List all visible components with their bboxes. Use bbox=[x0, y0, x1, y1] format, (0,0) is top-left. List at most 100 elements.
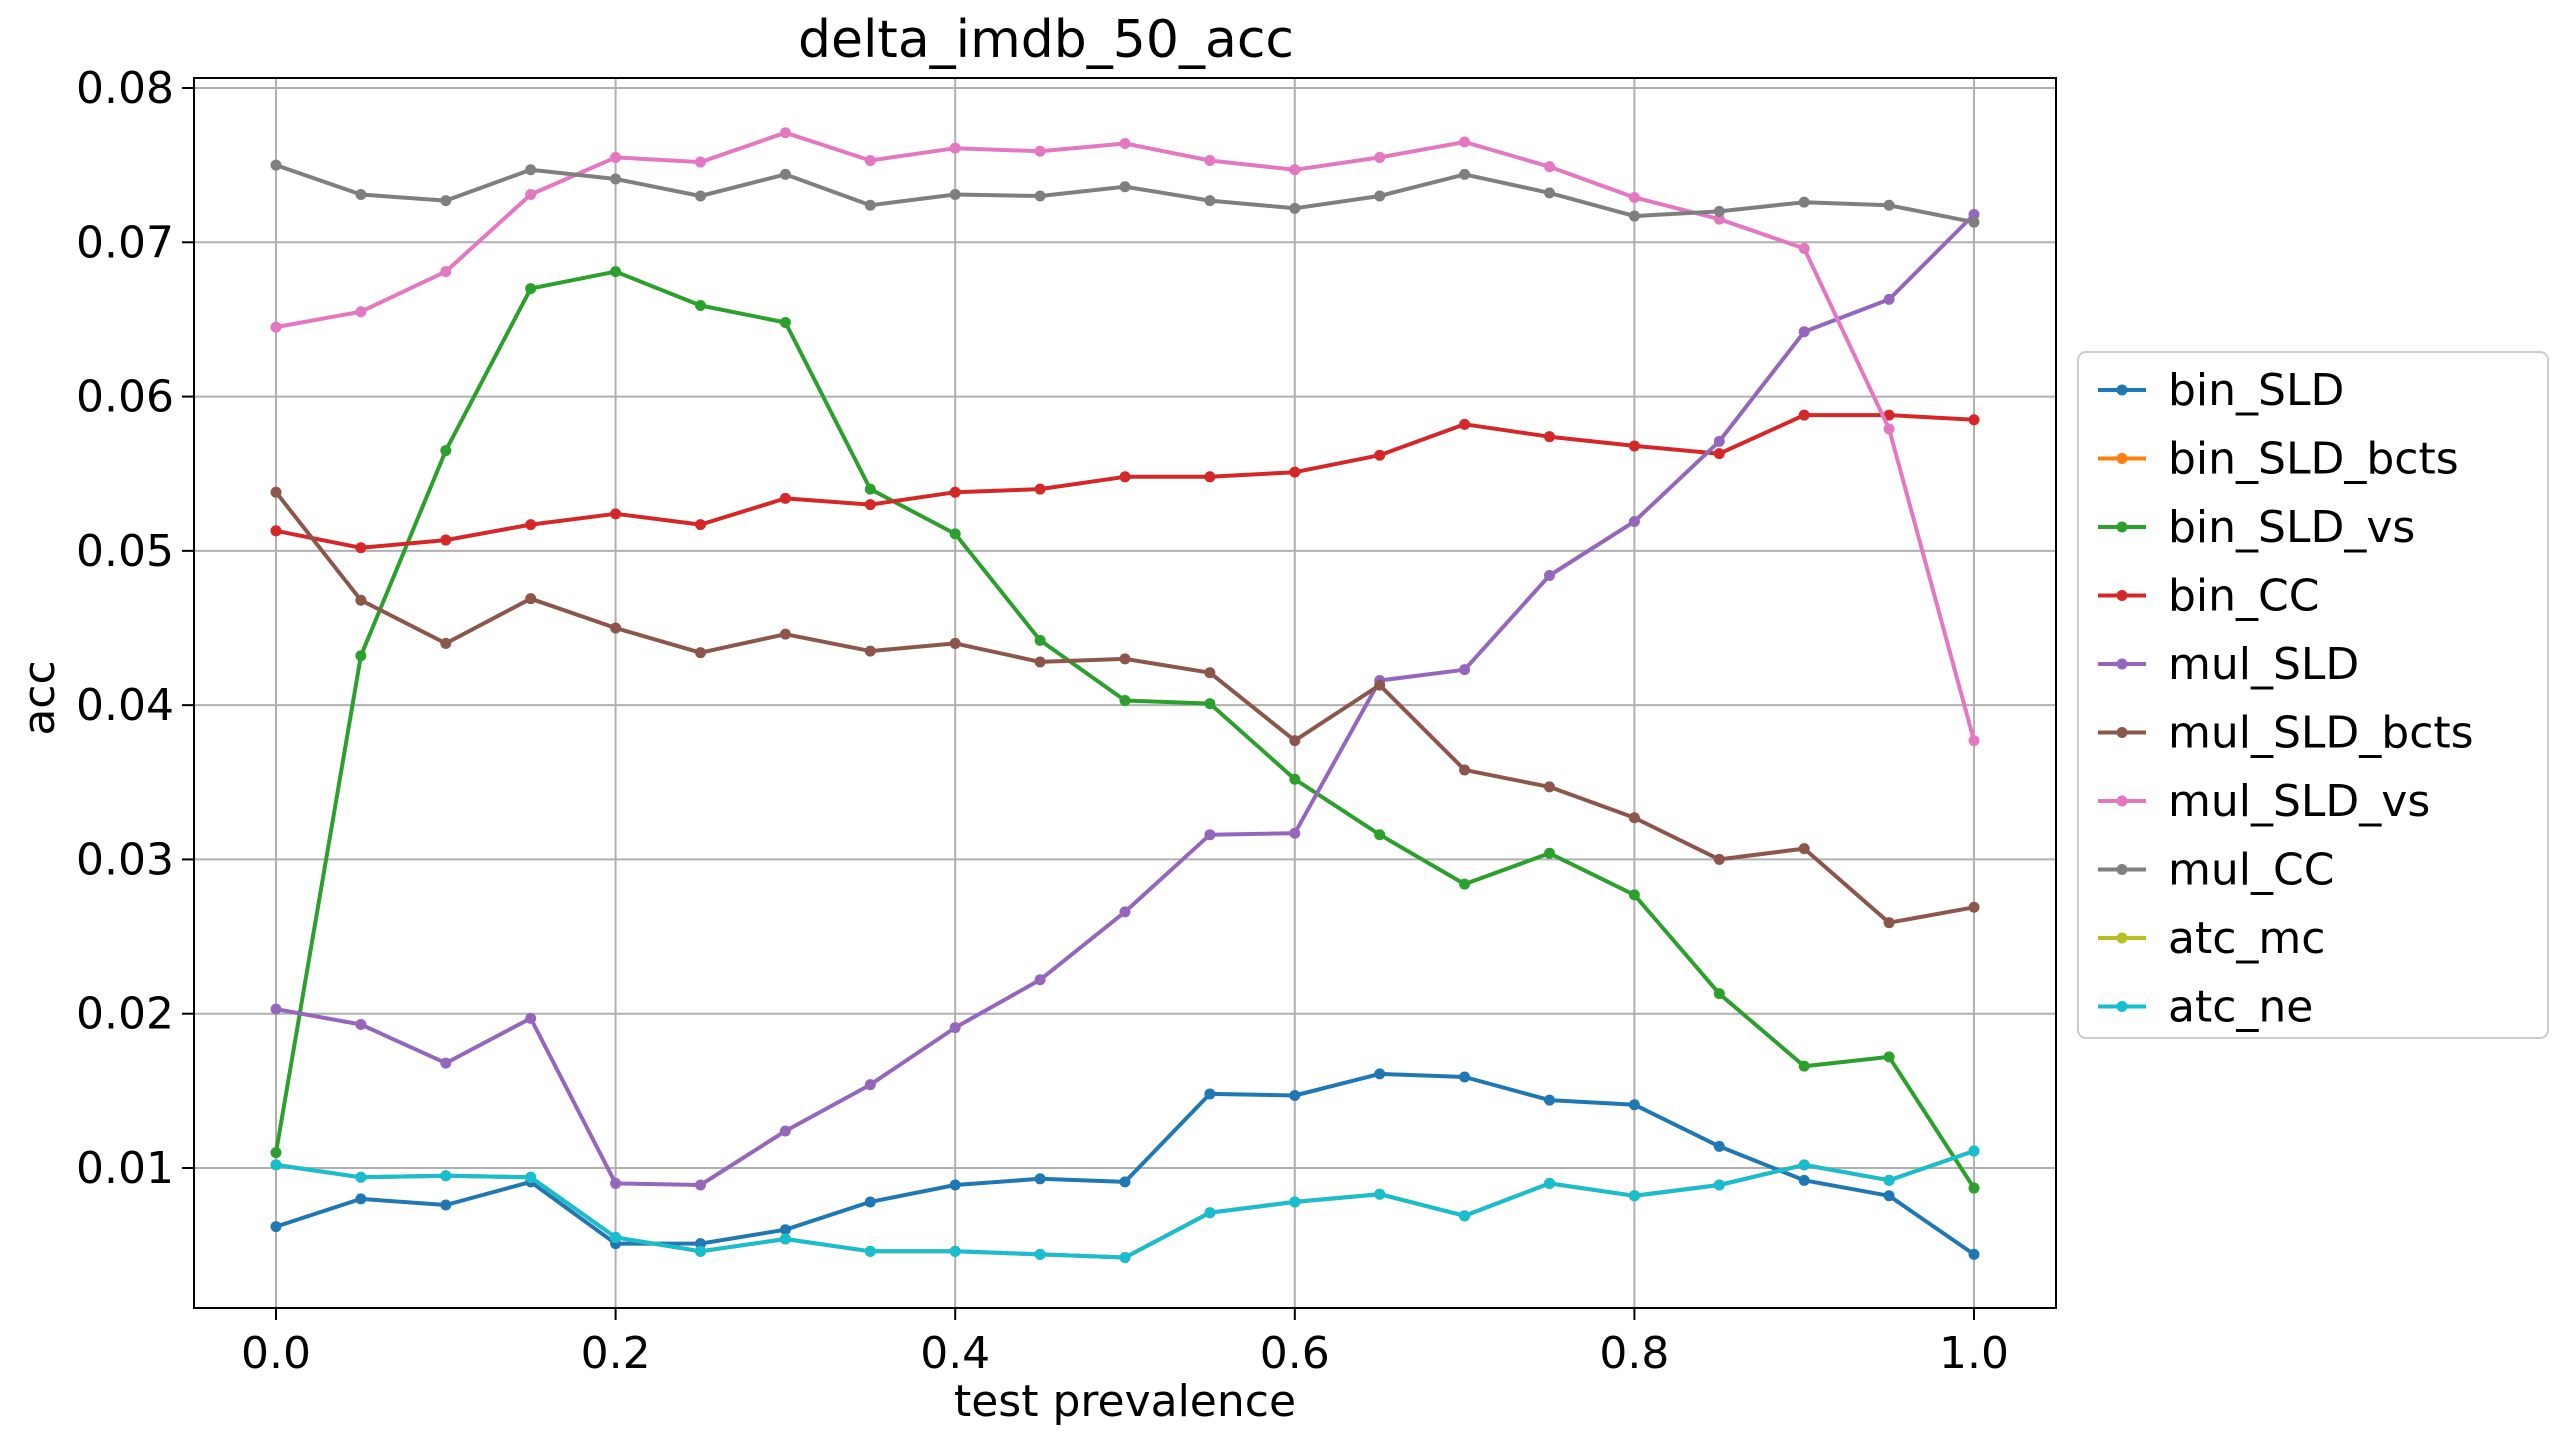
data-point bbox=[1119, 1251, 1131, 1263]
series-bin_SLD_bcts bbox=[270, 1145, 1980, 1263]
data-point bbox=[1374, 449, 1386, 461]
data-point bbox=[1034, 190, 1046, 202]
legend-item: mul_SLD bbox=[2098, 639, 2359, 690]
data-point bbox=[1798, 196, 1810, 208]
data-point bbox=[1628, 440, 1640, 452]
data-point bbox=[1544, 1094, 1555, 1106]
data-point bbox=[1968, 735, 1980, 747]
legend-item: bin_SLD_bcts bbox=[2098, 434, 2459, 485]
data-point bbox=[1289, 466, 1301, 478]
data-point bbox=[779, 127, 791, 139]
x-axis-label: test prevalence bbox=[954, 1376, 1296, 1427]
data-point bbox=[525, 1171, 537, 1183]
data-point bbox=[440, 266, 452, 278]
data-point bbox=[1374, 679, 1386, 691]
data-point bbox=[355, 188, 367, 200]
data-point bbox=[1459, 764, 1471, 776]
data-point bbox=[1798, 326, 1810, 338]
data-point bbox=[864, 1079, 876, 1091]
data-point bbox=[1713, 205, 1725, 217]
legend-label: bin_SLD_vs bbox=[2168, 502, 2415, 553]
series-line bbox=[275, 1071, 1976, 1257]
legend-item: bin_SLD_vs bbox=[2098, 502, 2415, 553]
legend-marker bbox=[2116, 727, 2128, 738]
data-point bbox=[270, 321, 282, 333]
data-point bbox=[1713, 853, 1725, 865]
legend-item: atc_ne bbox=[2098, 982, 2313, 1033]
y-tick-label: 0.08 bbox=[76, 63, 174, 114]
data-point bbox=[1459, 1210, 1471, 1222]
data-point bbox=[1544, 431, 1555, 443]
data-point bbox=[949, 1179, 961, 1191]
series-line bbox=[275, 1149, 1975, 1260]
data-point bbox=[1968, 216, 1980, 228]
chart-title: delta_imdb_50_acc bbox=[798, 10, 1294, 70]
legend-label: mul_SLD bbox=[2168, 639, 2359, 690]
data-point bbox=[270, 525, 282, 537]
data-point bbox=[1968, 901, 1980, 913]
legend-item: bin_SLD bbox=[2098, 365, 2344, 416]
data-point bbox=[355, 650, 367, 662]
data-point bbox=[270, 1221, 282, 1233]
data-point bbox=[1968, 414, 1980, 426]
data-point bbox=[1628, 1099, 1640, 1111]
data-point bbox=[440, 1057, 452, 1069]
plot-frame bbox=[193, 77, 2057, 1309]
legend-label: bin_CC bbox=[2168, 571, 2320, 622]
data-point bbox=[1459, 878, 1471, 890]
data-point bbox=[1713, 448, 1725, 460]
data-point bbox=[1119, 906, 1131, 918]
data-point bbox=[270, 1147, 282, 1159]
x-tick-label: 0.6 bbox=[1260, 1328, 1330, 1379]
data-point bbox=[779, 628, 791, 640]
data-point bbox=[355, 1019, 367, 1031]
data-point bbox=[864, 199, 876, 211]
legend-marker bbox=[2116, 932, 2128, 944]
data-point bbox=[1204, 667, 1216, 679]
series-layer bbox=[270, 127, 1980, 1263]
data-point bbox=[779, 1125, 791, 1137]
x-axis-ticks: 0.0 0.2 0.4 0.6 0.8 1.0 bbox=[241, 1308, 2009, 1379]
data-point bbox=[1713, 1140, 1725, 1152]
series-atc_ne bbox=[270, 1145, 1980, 1263]
data-point bbox=[525, 164, 537, 176]
legend-marker bbox=[2116, 521, 2128, 533]
data-point bbox=[1798, 843, 1810, 855]
series-mul_CC bbox=[270, 159, 1980, 228]
data-point bbox=[1628, 1190, 1640, 1202]
data-point bbox=[1034, 656, 1046, 668]
data-point bbox=[270, 486, 282, 498]
legend-marker bbox=[2116, 1001, 2128, 1012]
data-point bbox=[1034, 483, 1046, 495]
data-point bbox=[270, 1159, 282, 1171]
data-point bbox=[695, 1179, 706, 1191]
series-bin_CC bbox=[270, 409, 1980, 554]
legend-marker bbox=[2116, 864, 2128, 875]
legend-label: mul_SLD_bcts bbox=[2168, 708, 2474, 759]
legend-label: bin_SLD_bcts bbox=[2168, 434, 2459, 485]
data-point bbox=[1713, 988, 1725, 1000]
data-point bbox=[1798, 1174, 1810, 1186]
data-point bbox=[1459, 1071, 1471, 1083]
data-point bbox=[1204, 829, 1216, 841]
data-point bbox=[1968, 1182, 1980, 1194]
data-point bbox=[695, 1238, 706, 1250]
data-point bbox=[1628, 192, 1640, 204]
data-point bbox=[440, 1199, 452, 1211]
data-point bbox=[1544, 1177, 1555, 1189]
data-point bbox=[949, 142, 961, 154]
legend-label: mul_CC bbox=[2168, 845, 2334, 896]
series-atc_mc bbox=[270, 1145, 1980, 1263]
legend-label: bin_SLD bbox=[2168, 365, 2344, 416]
data-point bbox=[1883, 1051, 1895, 1063]
data-point bbox=[1883, 1190, 1895, 1202]
data-point bbox=[610, 1231, 622, 1243]
data-point bbox=[1289, 164, 1301, 176]
data-point bbox=[949, 1245, 961, 1257]
data-point bbox=[1289, 202, 1301, 214]
data-point bbox=[1713, 435, 1725, 447]
data-point bbox=[949, 528, 961, 540]
data-point bbox=[1883, 409, 1895, 421]
series-line bbox=[274, 269, 1976, 1190]
